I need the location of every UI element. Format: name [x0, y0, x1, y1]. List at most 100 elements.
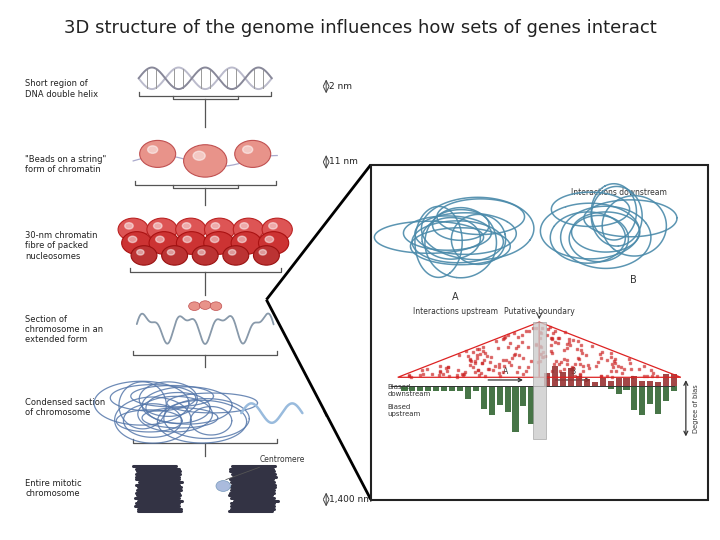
Text: Biased
upstream: Biased upstream [387, 404, 421, 417]
Point [523, 342, 534, 351]
Circle shape [122, 232, 152, 254]
Point [601, 372, 613, 380]
Point [558, 364, 570, 373]
Point [534, 356, 546, 365]
Point [494, 363, 505, 372]
Point [498, 334, 509, 343]
Point [434, 362, 446, 370]
Point [513, 362, 524, 371]
Circle shape [137, 249, 144, 255]
Point [434, 368, 446, 377]
Point [645, 366, 657, 374]
Point [546, 334, 558, 342]
Bar [592, 382, 598, 386]
Bar [528, 386, 534, 424]
Point [485, 353, 496, 362]
Point [469, 368, 480, 376]
Point [421, 364, 433, 373]
Point [415, 370, 426, 379]
Point [575, 369, 586, 378]
Point [490, 336, 502, 345]
Bar [489, 386, 495, 415]
Point [480, 372, 491, 380]
Point [571, 345, 582, 353]
FancyBboxPatch shape [371, 165, 708, 500]
Point [547, 329, 559, 338]
Point [606, 348, 617, 357]
Circle shape [235, 140, 271, 167]
Point [605, 352, 616, 361]
Point [577, 367, 588, 376]
Point [624, 358, 636, 367]
Text: Interactions downstream: Interactions downstream [572, 188, 667, 197]
Point [415, 366, 427, 374]
Point [500, 355, 511, 364]
Bar [671, 374, 677, 386]
Bar [544, 373, 550, 386]
Point [572, 354, 584, 362]
Point [498, 333, 510, 342]
Point [647, 372, 658, 380]
Point [433, 370, 445, 379]
Circle shape [210, 236, 219, 242]
Bar [624, 377, 629, 386]
Point [513, 350, 525, 359]
Text: "Beads on a string"
form of chromatin: "Beads on a string" form of chromatin [25, 155, 107, 174]
Point [517, 370, 528, 379]
Circle shape [192, 246, 218, 265]
Circle shape [193, 151, 205, 160]
Bar [402, 386, 408, 391]
Point [506, 353, 518, 362]
Point [634, 364, 645, 373]
Point [472, 366, 484, 374]
Text: Centromere: Centromere [226, 455, 305, 480]
Point [545, 347, 557, 356]
Point [442, 363, 454, 372]
Point [561, 356, 572, 364]
Point [426, 370, 438, 379]
Bar [481, 386, 487, 409]
Point [472, 345, 483, 354]
Circle shape [183, 236, 192, 242]
Point [461, 347, 472, 355]
Bar [568, 368, 574, 386]
Point [435, 366, 446, 375]
Point [582, 361, 594, 369]
Point [468, 348, 480, 356]
Circle shape [182, 222, 191, 229]
Point [510, 343, 522, 352]
Point [520, 366, 531, 375]
Point [535, 350, 546, 359]
Text: B: B [630, 275, 637, 285]
FancyBboxPatch shape [533, 322, 546, 439]
Bar [671, 386, 677, 391]
Point [575, 346, 587, 355]
Point [626, 372, 637, 381]
Circle shape [253, 246, 279, 265]
Point [467, 363, 479, 372]
Point [595, 350, 606, 359]
Point [639, 361, 650, 370]
Point [595, 372, 606, 381]
Point [616, 368, 627, 377]
Point [590, 362, 602, 370]
Point [443, 362, 454, 371]
Point [482, 351, 493, 360]
Point [565, 364, 577, 373]
Point [492, 343, 504, 352]
Circle shape [128, 236, 137, 242]
Point [596, 348, 608, 356]
Point [521, 326, 532, 335]
Bar [473, 386, 479, 391]
Point [625, 364, 636, 373]
Point [586, 342, 598, 351]
Point [572, 337, 584, 346]
Point [564, 340, 576, 349]
Bar [608, 386, 613, 389]
Circle shape [140, 140, 176, 167]
Point [479, 349, 490, 357]
Point [541, 330, 553, 339]
Point [577, 361, 589, 370]
Point [545, 334, 557, 343]
Bar [505, 386, 510, 412]
